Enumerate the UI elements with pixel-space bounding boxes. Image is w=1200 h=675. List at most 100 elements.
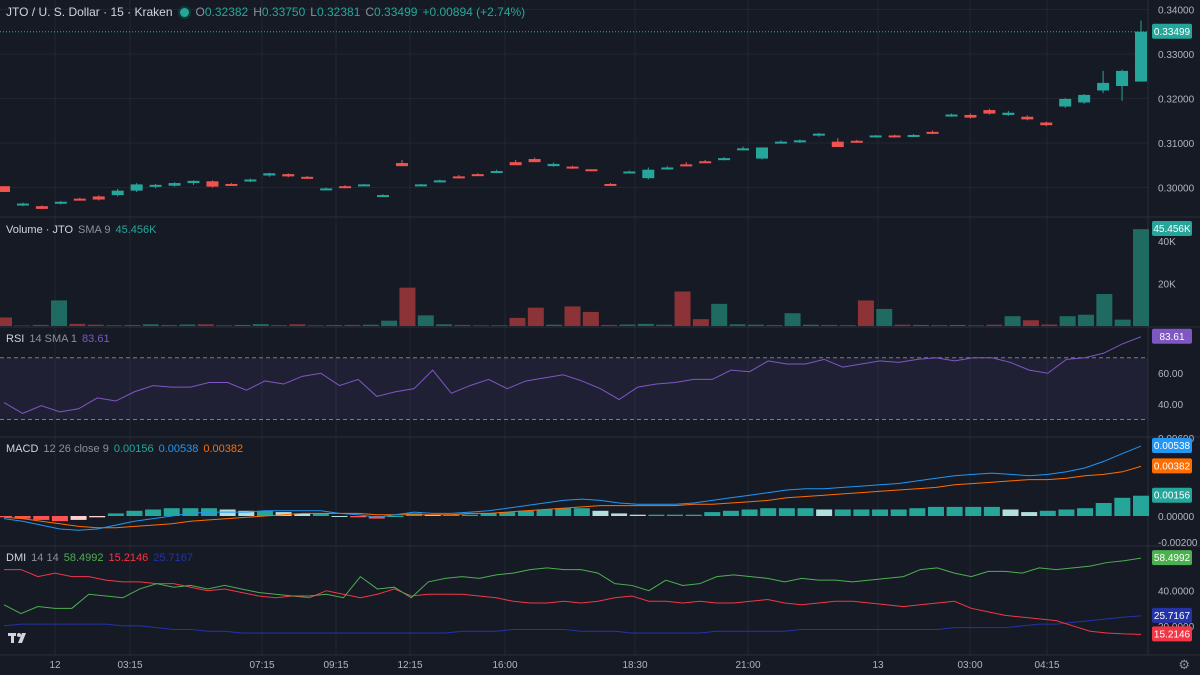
candle[interactable]	[92, 196, 105, 200]
volume-bar[interactable]	[949, 324, 966, 326]
candle[interactable]	[35, 206, 48, 209]
candle[interactable]	[1135, 31, 1147, 82]
volume-bar[interactable]	[381, 320, 398, 326]
macd-histogram-bar[interactable]	[667, 514, 684, 516]
macd-histogram-bar[interactable]	[145, 509, 162, 517]
volume-bar[interactable]	[69, 323, 86, 326]
macd-histogram-bar[interactable]	[872, 509, 889, 517]
volume-legend[interactable]: Volume · JTO SMA 9 45.456K	[6, 224, 156, 236]
candle[interactable]	[964, 114, 977, 118]
macd-histogram-bar[interactable]	[909, 508, 926, 516]
macd-histogram-bar[interactable]	[629, 514, 646, 516]
volume-bar[interactable]	[839, 325, 856, 326]
candle[interactable]	[433, 180, 446, 183]
volume-pane[interactable]	[0, 229, 1149, 326]
candle[interactable]	[130, 184, 143, 191]
macd-histogram-bar[interactable]	[33, 516, 50, 520]
candle[interactable]	[907, 134, 920, 137]
volume-bar[interactable]	[912, 324, 929, 326]
macd-signal-line[interactable]	[3, 465, 1142, 529]
candle[interactable]	[225, 183, 238, 186]
candle[interactable]	[301, 176, 314, 179]
volume-bar[interactable]	[784, 313, 801, 326]
macd-histogram-bar[interactable]	[238, 510, 255, 516]
macd-histogram-bar[interactable]	[294, 513, 311, 516]
macd-histogram-bar[interactable]	[0, 516, 12, 518]
macd-histogram-bar[interactable]	[14, 516, 31, 519]
volume-bar[interactable]	[747, 324, 764, 326]
volume-bar[interactable]	[0, 317, 12, 326]
macd-histogram-bar[interactable]	[1095, 503, 1112, 516]
candle[interactable]	[623, 171, 636, 174]
market-status-icon[interactable]	[177, 5, 191, 19]
volume-bar[interactable]	[711, 303, 728, 326]
dmi-plus-line[interactable]	[3, 557, 1142, 615]
candle[interactable]	[850, 140, 863, 143]
macd-histogram-bar[interactable]	[1039, 510, 1056, 516]
volume-bar[interactable]	[436, 324, 453, 326]
candle[interactable]	[547, 163, 560, 167]
macd-histogram-bar[interactable]	[965, 506, 982, 516]
candle[interactable]	[414, 184, 427, 187]
candle[interactable]	[339, 186, 352, 189]
symbol-header[interactable]: JTO / U. S. Dollar · 15 · Kraken O 0.3238…	[6, 5, 525, 19]
volume-bar[interactable]	[454, 324, 471, 326]
macd-histogram-bar[interactable]	[275, 512, 292, 516]
dmi-pane[interactable]	[3, 557, 1142, 635]
volume-bar[interactable]	[802, 324, 819, 326]
volume-bar[interactable]	[87, 324, 104, 326]
volume-bar[interactable]	[857, 300, 874, 326]
rsi-legend[interactable]: RSI 14 SMA 1 83.61	[6, 333, 110, 345]
macd-histogram-bar[interactable]	[760, 508, 777, 516]
volume-bar[interactable]	[289, 324, 306, 326]
macd-histogram-bar[interactable]	[611, 513, 628, 516]
macd-histogram-bar[interactable]	[1058, 509, 1075, 517]
candle[interactable]	[187, 180, 200, 184]
candle[interactable]	[888, 135, 901, 138]
rsi-pane[interactable]	[0, 336, 1148, 421]
macd-histogram-bar[interactable]	[722, 510, 739, 516]
volume-bar[interactable]	[271, 325, 288, 326]
volume-bar[interactable]	[417, 315, 434, 326]
settings-gear-icon[interactable]: ⚙	[1178, 657, 1190, 672]
candle[interactable]	[945, 114, 958, 117]
macd-histogram-bar[interactable]	[536, 509, 553, 517]
volume-bar[interactable]	[51, 300, 68, 326]
macd-histogram-bar[interactable]	[182, 508, 199, 516]
candle[interactable]	[831, 141, 844, 148]
macd-histogram-bar[interactable]	[461, 514, 478, 516]
macd-legend[interactable]: MACD 12 26 close 9 0.00156 0.00538 0.003…	[6, 443, 243, 455]
candle[interactable]	[358, 184, 371, 187]
volume-bar[interactable]	[527, 307, 544, 326]
macd-histogram-bar[interactable]	[1114, 497, 1131, 516]
candle[interactable]	[699, 161, 712, 164]
candle[interactable]	[774, 141, 787, 144]
macd-histogram-bar[interactable]	[555, 508, 572, 516]
volume-bar[interactable]	[1004, 316, 1021, 326]
macd-histogram-bar[interactable]	[1133, 495, 1149, 516]
candle[interactable]	[244, 179, 257, 182]
candle[interactable]	[73, 198, 86, 201]
candle[interactable]	[680, 164, 693, 167]
volume-bar[interactable]	[931, 325, 948, 326]
macd-line[interactable]	[3, 445, 1142, 531]
macd-histogram-bar[interactable]	[499, 512, 516, 516]
macd-histogram-bar[interactable]	[1021, 512, 1038, 516]
volume-bar[interactable]	[546, 324, 563, 326]
volume-bar[interactable]	[1114, 319, 1131, 326]
macd-histogram-bar[interactable]	[704, 512, 721, 516]
volume-bar[interactable]	[234, 324, 251, 326]
macd-histogram-bar[interactable]	[219, 509, 236, 517]
candle[interactable]	[661, 167, 674, 170]
volume-bar[interactable]	[619, 324, 636, 326]
volume-bar[interactable]	[1096, 294, 1113, 326]
candle[interactable]	[566, 166, 579, 169]
volume-bar[interactable]	[307, 325, 324, 326]
candle[interactable]	[263, 173, 276, 176]
candle[interactable]	[983, 110, 996, 114]
macd-histogram-bar[interactable]	[1002, 509, 1019, 517]
candle[interactable]	[1097, 82, 1110, 91]
tradingview-logo[interactable]	[8, 630, 30, 646]
candle[interactable]	[793, 140, 806, 143]
volume-bar[interactable]	[564, 306, 581, 326]
